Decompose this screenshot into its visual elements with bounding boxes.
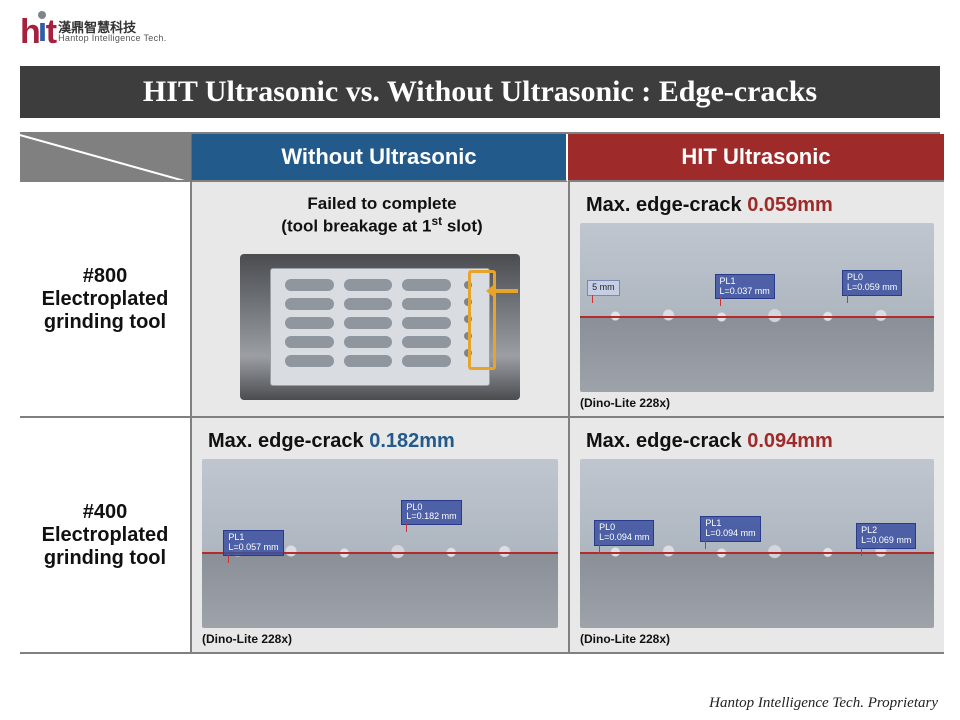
meas-name: PL1 [705, 518, 721, 528]
meas-400-hit-3: PL2 L=0.069 mm [856, 523, 916, 549]
failed-sample-photo [202, 243, 558, 410]
header-hit: HIT Ultrasonic [568, 134, 944, 182]
cell-800-hit: Max. edge-crack 0.059mm 5 mm PL1 L=0.037… [568, 182, 944, 418]
logo: hıt 漢鼎智慧科技 Hantop Intelligence Tech. [20, 12, 940, 52]
logo-dot: ı [38, 11, 46, 19]
footer-proprietary: Hantop Intelligence Tech. Proprietary [709, 695, 938, 712]
title-text: HIT Ultrasonic vs. Without Ultrasonic : … [143, 75, 817, 109]
caption-line2-sup: st [432, 214, 443, 228]
label: Max. edge-crack [586, 430, 747, 452]
meas-len: L=0.037 mm [720, 286, 770, 296]
label: Max. edge-crack [586, 194, 747, 216]
meas-800-hit-2: PL0 L=0.059 mm [842, 270, 902, 296]
meas-name: PL0 [847, 272, 863, 282]
slot-col-2 [344, 279, 393, 375]
caption-line2-post: slot) [442, 217, 483, 236]
meas-name: PL1 [720, 276, 736, 286]
meas-400-hit-2: PL1 L=0.094 mm [700, 516, 760, 542]
value: 0.094mm [747, 430, 833, 452]
meas-400-hit-1: PL0 L=0.094 mm [594, 520, 654, 546]
logo-en: Hantop Intelligence Tech. [58, 34, 166, 43]
meas-len: L=0.059 mm [847, 282, 897, 292]
value: 0.182mm [369, 430, 455, 452]
meas-len: L=0.057 mm [228, 542, 278, 552]
slot-col-1 [285, 279, 334, 375]
meas-name: PL0 [599, 522, 615, 532]
micrograph-400-hit: PL0 L=0.094 mm PL1 L=0.094 mm PL2 L=0.06… [580, 459, 934, 628]
meas-name: PL1 [228, 532, 244, 542]
meas-len: L=0.069 mm [861, 535, 911, 545]
header-corner [20, 134, 192, 182]
slide: hıt 漢鼎智慧科技 Hantop Intelligence Tech. HIT… [0, 0, 960, 720]
glass-sample [270, 268, 490, 386]
footnote-400-hit: (Dino-Lite 228x) [580, 632, 934, 646]
header-without: Without Ultrasonic [192, 134, 568, 182]
meas-800-hit-1: PL1 L=0.037 mm [715, 274, 775, 300]
value: 0.059mm [747, 194, 833, 216]
cell-400-hit: Max. edge-crack 0.094mm PL0 L=0.094 mm P… [568, 418, 944, 654]
meas-len: L=0.094 mm [705, 528, 755, 538]
footnote-800-hit: (Dino-Lite 228x) [580, 396, 934, 410]
cell-400-without-title: Max. edge-crack 0.182mm [208, 430, 556, 453]
cell-800-hit-title: Max. edge-crack 0.059mm [586, 194, 932, 217]
cell-800-without-caption: Failed to complete (tool breakage at 1st… [208, 194, 556, 237]
footnote-400-without: (Dino-Lite 228x) [202, 632, 558, 646]
logo-t: t [46, 13, 54, 51]
meas-400-wo-2: PL0 L=0.182 mm [401, 500, 461, 526]
logo-mark: hıt [20, 13, 54, 52]
slot-col-3 [402, 279, 451, 375]
row-label-800: #800 Electroplated grinding tool [20, 182, 192, 418]
comparison-grid: Without Ultrasonic HIT Ultrasonic #800 E… [20, 132, 940, 654]
logo-h: h [20, 13, 38, 51]
cell-400-hit-title: Max. edge-crack 0.094mm [586, 430, 932, 453]
label: Max. edge-crack [208, 430, 369, 452]
micrograph-800-hit: 5 mm PL1 L=0.037 mm PL0 L=0.059 mm [580, 223, 934, 392]
caption-line1: Failed to complete [307, 194, 456, 213]
meas-len: L=0.182 mm [406, 511, 456, 521]
meas-len: L=0.094 mm [599, 532, 649, 542]
meas-400-wo-1: PL1 L=0.057 mm [223, 530, 283, 556]
row-label-400: #400 Electroplated grinding tool [20, 418, 192, 654]
arrow-icon [490, 282, 526, 300]
caption-line2-pre: (tool breakage at 1 [281, 217, 431, 236]
meas-name: 5 mm [592, 282, 615, 292]
cell-400-without: Max. edge-crack 0.182mm PL1 L=0.057 mm P… [192, 418, 568, 654]
meas-name: PL0 [406, 502, 422, 512]
title-bar: HIT Ultrasonic vs. Without Ultrasonic : … [20, 66, 940, 118]
cell-800-without: Failed to complete (tool breakage at 1st… [192, 182, 568, 418]
logo-text: 漢鼎智慧科技 Hantop Intelligence Tech. [58, 21, 166, 43]
meas-name: PL2 [861, 525, 877, 535]
micrograph-400-without: PL1 L=0.057 mm PL0 L=0.182 mm [202, 459, 558, 628]
meas-800-hit-3: 5 mm [587, 280, 620, 296]
